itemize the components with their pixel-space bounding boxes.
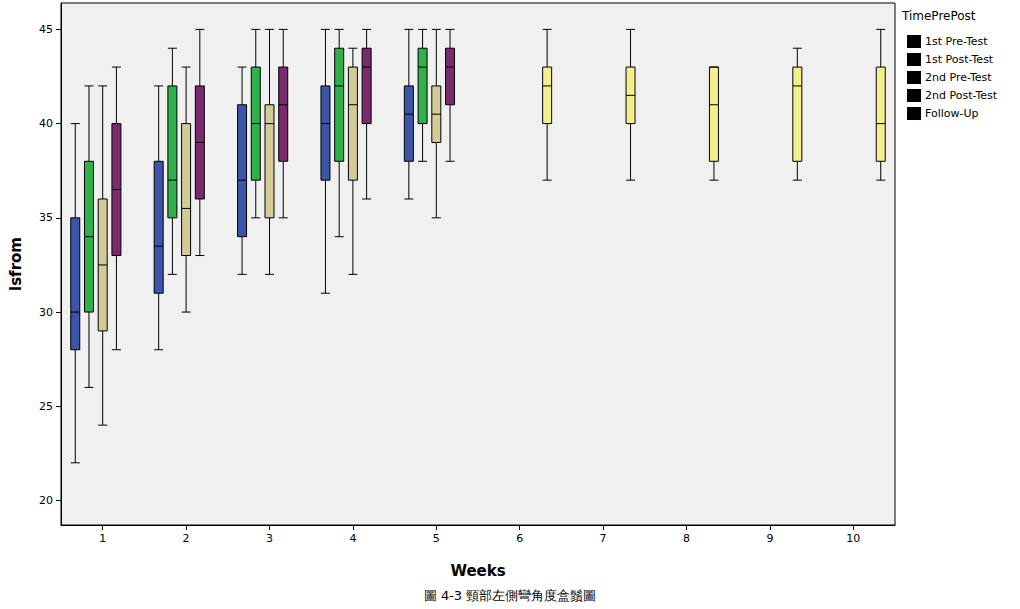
svg-text:40: 40 — [39, 117, 53, 130]
svg-text:Weeks: Weeks — [450, 562, 505, 580]
svg-text:45: 45 — [39, 23, 53, 36]
svg-text:10: 10 — [846, 532, 860, 545]
svg-text:2: 2 — [183, 532, 190, 545]
svg-text:TimePrePost: TimePrePost — [901, 9, 976, 23]
svg-text:1st Post-Test: 1st Post-Test — [925, 53, 994, 66]
svg-text:2nd Pre-Test: 2nd Pre-Test — [925, 71, 992, 84]
svg-text:9: 9 — [766, 532, 773, 545]
svg-text:Follow-Up: Follow-Up — [925, 107, 979, 120]
svg-text:6: 6 — [516, 532, 523, 545]
svg-text:7: 7 — [600, 532, 607, 545]
svg-text:1: 1 — [99, 532, 106, 545]
svg-text:35: 35 — [39, 211, 53, 224]
svg-text:8: 8 — [683, 532, 690, 545]
svg-text:3: 3 — [266, 532, 273, 545]
svg-text:5: 5 — [433, 532, 440, 545]
svg-text:30: 30 — [39, 306, 53, 319]
svg-text:25: 25 — [39, 400, 53, 413]
svg-text:20: 20 — [39, 494, 53, 507]
svg-text:圖 4-3 頸部左側彎角度盒鬚圖: 圖 4-3 頸部左側彎角度盒鬚圖 — [424, 588, 597, 603]
svg-text:2nd Post-Test: 2nd Post-Test — [925, 89, 998, 102]
svg-text:1st Pre-Test: 1st Pre-Test — [925, 35, 988, 48]
svg-text:4: 4 — [349, 532, 356, 545]
svg-text:lsfrom: lsfrom — [7, 237, 25, 291]
